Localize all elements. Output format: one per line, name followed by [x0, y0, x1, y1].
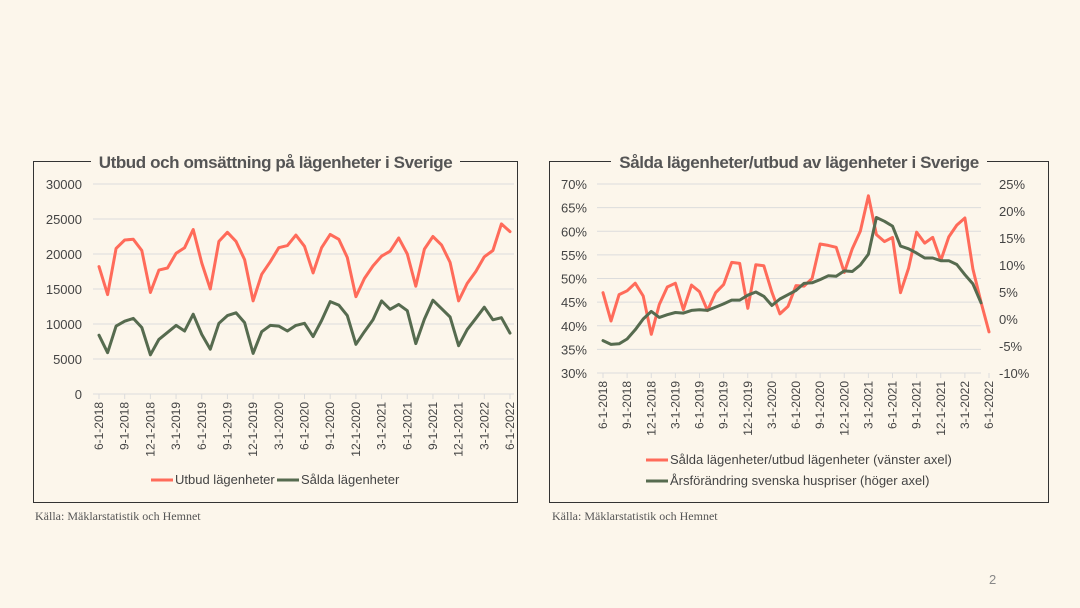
chart-panel-sold-ratio: Sålda lägenheter/utbud av lägenheter i S…	[549, 153, 1049, 503]
series-line-red	[601, 194, 991, 336]
y2-tick-label: -5%	[999, 339, 1023, 354]
x-tick-label: 6-1-2019	[195, 402, 209, 450]
x-tick-label: 9-1-2021	[910, 381, 924, 429]
y-tick-label: 70%	[561, 177, 587, 192]
y2-tick-label: 5%	[999, 285, 1018, 300]
y-tick-label: 0	[75, 387, 82, 402]
y-tick-label: 30000	[46, 177, 82, 192]
y2-tick-label: 20%	[999, 204, 1025, 219]
y2-tick-label: 10%	[999, 258, 1025, 273]
y2-tick-label: 0%	[999, 312, 1018, 327]
x-tick-label: 9-1-2020	[323, 402, 337, 450]
y-tick-label: 60%	[561, 224, 587, 239]
x-tick-label: 12-1-2021	[934, 381, 948, 436]
y2-tick-label: -10%	[999, 366, 1030, 381]
x-tick-label: 12-1-2019	[246, 402, 260, 457]
y-tick-label: 40%	[561, 319, 587, 334]
chart-title: Sålda lägenheter/utbud av lägenheter i S…	[611, 153, 987, 172]
series-line-green	[97, 298, 512, 357]
x-tick-label: 6-1-2018	[596, 381, 610, 429]
series-line-green	[601, 216, 983, 346]
y-tick-label: 45%	[561, 295, 587, 310]
x-tick-label: 6-1-2020	[789, 381, 803, 429]
legend-label: Årsförändring svenska huspriser (höger a…	[670, 473, 929, 488]
x-tick-label: 9-1-2018	[118, 402, 132, 450]
x-tick-label: 3-1-2019	[169, 402, 183, 450]
x-tick-label: 3-1-2022	[958, 381, 972, 429]
x-tick-label: 6-1-2022	[982, 381, 996, 429]
x-tick-label: 9-1-2020	[813, 381, 827, 429]
y-tick-label: 50%	[561, 272, 587, 287]
x-tick-label: 3-1-2020	[272, 402, 286, 450]
x-tick-label: 3-1-2021	[375, 402, 389, 450]
line-chart-supply-sales: 0 5000 10000 15000 20000 25000 30000 6-1-2018 9-…	[46, 177, 517, 487]
y-tick-label: 65%	[561, 201, 587, 216]
x-tick-label: 9-1-2019	[220, 402, 234, 450]
x-tick-label: 3-1-2020	[765, 381, 779, 429]
x-tick-label: 6-1-2020	[298, 402, 312, 450]
y-tick-label: 20000	[46, 247, 82, 262]
y-tick-label: 30%	[561, 366, 587, 381]
x-tick-label: 12-1-2018	[143, 402, 157, 457]
source-note: Källa: Mäklarstatistik och Hemnet	[552, 509, 718, 523]
x-tick-label: 12-1-2019	[741, 381, 755, 436]
x-tick-label: 9-1-2021	[426, 402, 440, 450]
y-tick-label: 55%	[561, 248, 587, 263]
y-tick-label: 25000	[46, 212, 82, 227]
x-tick-label: 6-1-2018	[92, 402, 106, 450]
legend-label: Utbud lägenheter	[175, 472, 275, 487]
x-tick-label: 12-1-2018	[644, 381, 658, 436]
x-tick-label: 12-1-2020	[837, 381, 851, 436]
source-note: Källa: Mäklarstatistik och Hemnet	[35, 509, 201, 523]
series-line-red	[97, 222, 512, 303]
y2-tick-label: 25%	[999, 177, 1025, 192]
x-tick-label: 12-1-2021	[452, 402, 466, 457]
legend-label: Sålda lägenheter	[301, 472, 400, 487]
y-tick-label: 35%	[561, 342, 587, 357]
y2-tick-label: 15%	[999, 231, 1025, 246]
x-tick-label: 3-1-2021	[861, 381, 875, 429]
x-tick-label: 12-1-2020	[349, 402, 363, 457]
page-number: 2	[989, 572, 997, 587]
x-tick-label: 3-1-2019	[668, 381, 682, 429]
x-tick-label: 3-1-2022	[477, 402, 491, 450]
chart-panel-supply-sales: Utbud och omsättning på lägenheter i Sve…	[33, 153, 518, 503]
y-tick-label: 10000	[46, 317, 82, 332]
x-tick-label: 6-1-2022	[503, 402, 517, 450]
y-tick-label: 5000	[53, 352, 82, 367]
y-tick-label: 15000	[46, 282, 82, 297]
x-tick-label: 9-1-2018	[620, 381, 634, 429]
x-tick-label: 6-1-2019	[693, 381, 707, 429]
legend-label: Sålda lägenheter/utbud lägenheter (vänst…	[670, 452, 952, 467]
x-tick-label: 6-1-2021	[886, 381, 900, 429]
line-chart-sold-ratio: 30% 35% 40% 45% 50% 55% 60% 65% 70% -10% -5% 0% 5% 10…	[561, 177, 1030, 488]
x-tick-label: 6-1-2021	[400, 402, 414, 450]
chart-title: Utbud och omsättning på lägenheter i Sve…	[90, 153, 461, 172]
x-tick-label: 9-1-2019	[717, 381, 731, 429]
